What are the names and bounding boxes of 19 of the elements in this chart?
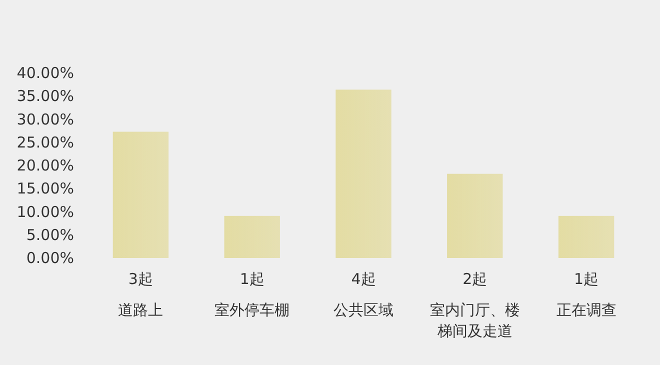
annotation: 1起: [574, 270, 599, 288]
annotation: 4起: [351, 270, 376, 288]
x-tick-label: 公共区域: [332, 300, 394, 321]
y-tick-label: 30.00%: [16, 110, 74, 128]
annotation: 1起: [240, 270, 264, 288]
y-tick-label: 10.00%: [16, 202, 74, 221]
y-tick-label: 0.00%: [26, 249, 74, 267]
x-tick-label: 室外停车棚: [214, 300, 291, 321]
y-tick-label: 15.00%: [16, 180, 74, 198]
x-tick-label: 道路上: [117, 300, 164, 321]
y-tick-label: 40.00%: [16, 64, 74, 82]
y-tick-label: 25.00%: [16, 133, 74, 152]
y-tick-label: 20.00%: [16, 156, 74, 174]
y-tick-label: 5.00%: [26, 226, 74, 244]
y-tick-label: 35.00%: [16, 87, 74, 106]
annotation: 2起: [462, 270, 488, 288]
x-tick-label: 室内门厅、楼梯间及走道: [428, 300, 521, 342]
annotation: 3起: [128, 270, 153, 288]
x-tick-label: 正在调查: [555, 300, 618, 321]
